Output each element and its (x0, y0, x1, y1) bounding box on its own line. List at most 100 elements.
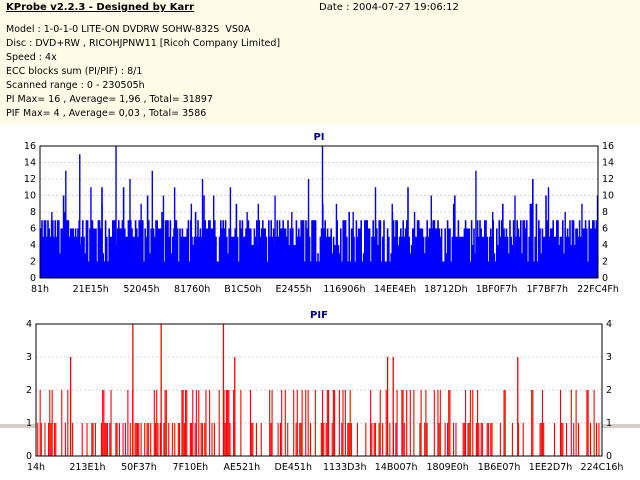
pi-bar (532, 179, 534, 278)
pi-bar (74, 228, 77, 278)
pif-bar (191, 423, 193, 456)
pif-bar (331, 423, 333, 456)
pi-bar (197, 220, 199, 278)
pi-bar (134, 220, 137, 278)
pi-bar (250, 228, 252, 278)
pi-bar (590, 228, 593, 278)
pi-bar (361, 261, 364, 278)
pi-bar (44, 220, 47, 278)
pi-bar (534, 236, 536, 278)
pif-bar (342, 390, 344, 456)
pif-bar (140, 423, 142, 456)
pif-ytick-left: 4 (26, 319, 32, 330)
pi-bar (522, 220, 524, 278)
pi-spike (151, 170, 153, 278)
pi-bar (470, 220, 473, 278)
pi-bar (253, 228, 256, 278)
pif-spike (234, 357, 236, 456)
pi-bar (316, 261, 318, 278)
pi-bar (347, 261, 349, 278)
pif-bar (228, 390, 230, 456)
pif-bar (255, 423, 258, 456)
pi-bar (415, 236, 418, 278)
pi-bar (160, 228, 162, 278)
pif-bar (227, 390, 229, 456)
pi-bar (146, 195, 149, 278)
pi-bar (524, 228, 527, 278)
pif-bar (499, 423, 501, 456)
pi-bar (558, 245, 560, 278)
pif-bar (92, 423, 94, 456)
pi-xtick: 81760h (174, 284, 210, 295)
pi-bar (463, 228, 466, 278)
pi-bar (370, 261, 372, 278)
pi-bar (107, 261, 109, 278)
pif-bar (177, 423, 179, 456)
pi-bar (157, 228, 160, 278)
pi-bar (161, 212, 163, 278)
pi-bar (506, 236, 509, 278)
pi-bar (206, 228, 209, 278)
pi-bar (47, 220, 49, 278)
pi-bar (442, 261, 444, 278)
pi-bar (286, 236, 288, 278)
pi-bar (311, 220, 313, 278)
pi-bar (60, 228, 62, 278)
pif-bar (284, 390, 286, 456)
pif-bar (260, 423, 262, 456)
pi-spike (115, 146, 117, 278)
pi-bar (175, 220, 178, 278)
pif-bar (449, 390, 451, 456)
pi-bar (420, 228, 422, 278)
pi-bar (395, 220, 397, 278)
pi-bar (178, 261, 180, 278)
pi-bar (510, 236, 512, 278)
pif-bar (341, 423, 343, 456)
pif-bar (195, 390, 197, 456)
pif-bar (490, 423, 492, 456)
pif-bar (64, 423, 66, 456)
pi-bar (520, 220, 522, 278)
pi-bar (282, 220, 284, 278)
pi-bar (95, 228, 97, 278)
pi-bar (52, 220, 54, 278)
pi-bar (594, 228, 596, 278)
pif-bar (522, 423, 524, 456)
pi-bar (172, 236, 174, 278)
pi-bar (472, 245, 474, 278)
pi-bar (295, 220, 298, 278)
pi-bar (464, 220, 467, 278)
pi-bar (58, 220, 60, 278)
pi-bar (126, 236, 128, 278)
pi-bar (310, 261, 312, 278)
pi-spike (413, 212, 416, 278)
pi-bar (102, 253, 104, 278)
pi-bar (340, 228, 342, 278)
pi-bar (556, 220, 558, 278)
pif-bar (171, 423, 173, 456)
pi-bar (152, 228, 155, 278)
pi-bar (224, 220, 227, 278)
pi-bar (582, 228, 584, 278)
pif-bar (185, 390, 187, 456)
pi-bar (166, 220, 168, 278)
pi-spike (581, 203, 583, 278)
pi-bar (276, 220, 278, 278)
pi-bar (376, 228, 378, 278)
pi-bar (456, 236, 458, 278)
pif-bar (205, 390, 207, 456)
charts-area: PI 0 0 2 2 4 4 6 6 8 8 10 10 12 12 14 14 16 16 81h 21E15h 520… (0, 124, 640, 480)
pi-bar (304, 261, 306, 278)
pi-bar (154, 236, 156, 278)
pi-bar (400, 228, 402, 278)
pi-bar (299, 236, 301, 278)
pif-bar (138, 423, 140, 456)
pi-bar (168, 236, 170, 278)
pi-ytick-right: 2 (602, 257, 608, 268)
pif-bar (532, 390, 534, 456)
pi-xtick: 81h (31, 284, 49, 295)
scanned-range: Scanned range : 0 - 230505h (6, 80, 145, 91)
pif-ytick-right: 0 (606, 451, 612, 462)
pif-ytick-right: 4 (606, 319, 612, 330)
pi-bar (226, 236, 228, 278)
